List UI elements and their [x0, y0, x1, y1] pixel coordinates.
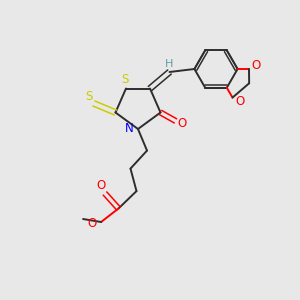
Text: O: O	[97, 179, 106, 192]
Text: H: H	[165, 58, 174, 69]
Text: S: S	[85, 90, 92, 104]
Text: O: O	[178, 117, 187, 130]
Text: N: N	[125, 122, 134, 135]
Text: O: O	[88, 217, 97, 230]
Text: S: S	[121, 73, 128, 86]
Text: O: O	[235, 95, 244, 108]
Text: O: O	[252, 59, 261, 72]
